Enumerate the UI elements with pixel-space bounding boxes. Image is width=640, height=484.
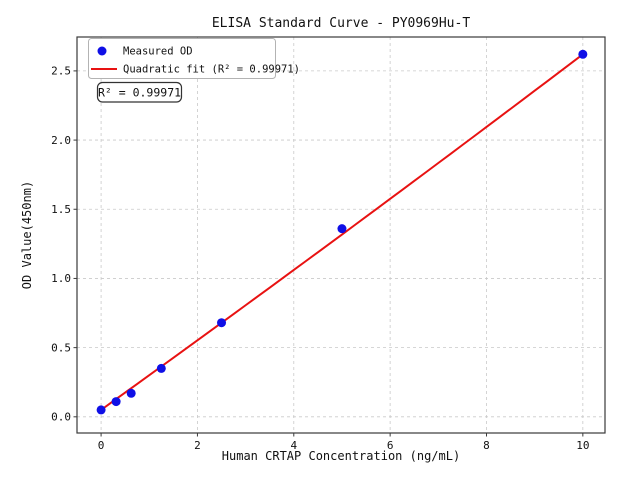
y-tick-label: 0.5 — [51, 341, 71, 354]
y-axis-label: OD Value(450nm) — [20, 181, 34, 289]
y-tick-label: 1.5 — [51, 203, 71, 216]
x-tick-label: 0 — [98, 439, 105, 452]
x-axis-label: Human CRTAP Concentration (ng/mL) — [222, 449, 460, 463]
y-tick-label: 2.5 — [51, 65, 71, 78]
r-squared-text: R² = 0.99971 — [98, 86, 181, 100]
data-point — [156, 363, 166, 373]
x-tick-label: 4 — [290, 439, 297, 452]
data-point — [217, 318, 227, 328]
chart-title: ELISA Standard Curve - PY0969Hu-T — [212, 16, 470, 31]
data-point — [578, 49, 588, 59]
legend-label-fit: Quadratic fit (R² = 0.99971) — [123, 64, 300, 76]
r-squared-box — [96, 81, 183, 103]
x-tick-label: 2 — [194, 439, 201, 452]
data-point — [96, 405, 106, 415]
legend-measured-marker-icon — [97, 46, 107, 56]
fit-line — [100, 53, 584, 411]
data-point — [111, 397, 121, 407]
tick-layer: 0 2 4 6 8 10 0.0 0.5 1.0 1.5 2.0 2.5 — [51, 65, 589, 452]
legend-box — [88, 38, 276, 79]
y-tick-label: 1.0 — [51, 272, 71, 285]
x-tick-label: 8 — [483, 439, 490, 452]
series-layer — [96, 49, 588, 415]
legend: Measured OD Quadratic fit (R² = 0.99971) — [88, 38, 300, 79]
x-tick-label: 10 — [576, 439, 589, 452]
grid-layer — [77, 37, 605, 433]
plot-border — [76, 36, 606, 434]
r-squared-annotation: R² = 0.99971 — [96, 81, 183, 103]
data-point — [337, 224, 347, 234]
x-tick-label: 6 — [387, 439, 394, 452]
y-tick-label: 2.0 — [51, 134, 71, 147]
y-tick-label: 0.0 — [51, 411, 71, 424]
data-point — [126, 388, 136, 398]
legend-label-measured: Measured OD — [123, 46, 193, 58]
